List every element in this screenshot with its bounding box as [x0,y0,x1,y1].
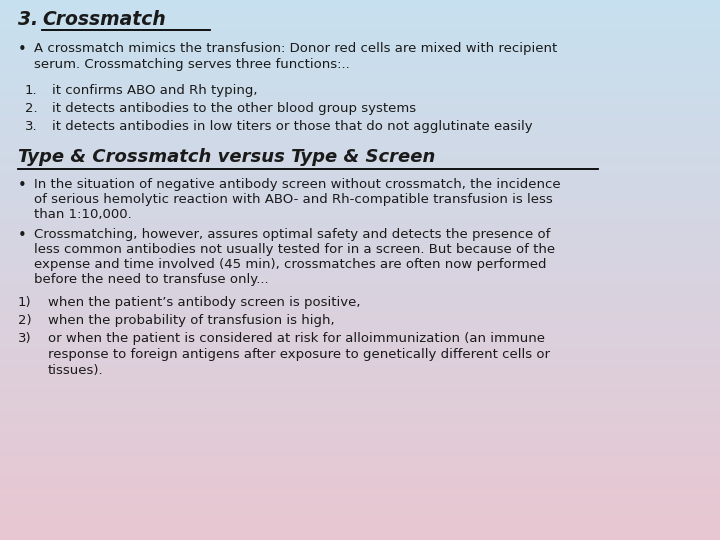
Text: 3.: 3. [18,10,38,29]
Text: serum. Crossmatching serves three functions:..: serum. Crossmatching serves three functi… [34,58,350,71]
Text: Crossmatch: Crossmatch [42,10,166,29]
Text: In the situation of negative antibody screen without crossmatch, the incidence: In the situation of negative antibody sc… [34,178,561,191]
Text: •: • [18,178,27,193]
Text: A crossmatch mimics the transfusion: Donor red cells are mixed with recipient: A crossmatch mimics the transfusion: Don… [34,42,557,55]
Text: it confirms ABO and Rh typing,: it confirms ABO and Rh typing, [52,84,258,97]
Text: when the probability of transfusion is high,: when the probability of transfusion is h… [48,314,335,327]
Text: •: • [18,228,27,243]
Text: 1.: 1. [25,84,37,97]
Text: •: • [18,42,27,57]
Text: it detects antibodies in low titers or those that do not agglutinate easily: it detects antibodies in low titers or t… [52,120,533,133]
Text: before the need to transfuse only...: before the need to transfuse only... [34,273,269,286]
Text: it detects antibodies to the other blood group systems: it detects antibodies to the other blood… [52,102,416,115]
Text: or when the patient is considered at risk for alloimmunization (an immune: or when the patient is considered at ris… [48,332,545,345]
Text: 3.: 3. [25,120,37,133]
Text: Crossmatching, however, assures optimal safety and detects the presence of: Crossmatching, however, assures optimal … [34,228,550,241]
Text: than 1:10,000.: than 1:10,000. [34,208,132,221]
Text: 2.: 2. [25,102,37,115]
Text: 3): 3) [18,332,32,345]
Text: expense and time involved (45 min), crossmatches are often now performed: expense and time involved (45 min), cros… [34,258,546,271]
Text: response to foreign antigens after exposure to genetically different cells or: response to foreign antigens after expos… [48,348,550,361]
Text: tissues).: tissues). [48,364,104,377]
Text: Type & Crossmatch versus Type & Screen: Type & Crossmatch versus Type & Screen [18,148,436,166]
Text: when the patient’s antibody screen is positive,: when the patient’s antibody screen is po… [48,296,361,309]
Text: 2): 2) [18,314,32,327]
Text: 1): 1) [18,296,32,309]
Text: of serious hemolytic reaction with ABO- and Rh-compatible transfusion is less: of serious hemolytic reaction with ABO- … [34,193,553,206]
Text: less common antibodies not usually tested for in a screen. But because of the: less common antibodies not usually teste… [34,243,555,256]
